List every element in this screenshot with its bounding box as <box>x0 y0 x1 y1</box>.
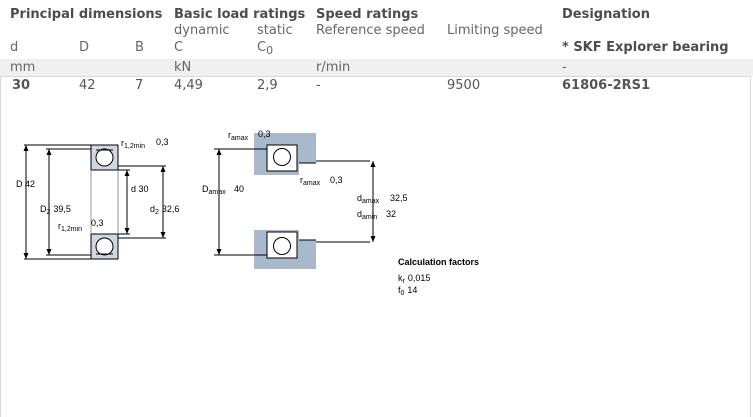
label-r12-top: r1,2min <box>121 138 145 150</box>
value-designation: 61806-2RS1 <box>562 78 651 93</box>
value-r12-bottom: 0,3 <box>91 218 104 228</box>
subheader-dynamic-symbol: C <box>174 40 184 55</box>
value-limiting-speed: 9500 <box>447 78 481 93</box>
label-D2: D2 39,5 <box>40 204 71 216</box>
value-d: 30 <box>12 78 31 93</box>
header-basic-load-ratings: Basic load ratings <box>174 7 306 22</box>
label-r12-bottom: r1,2min <box>58 221 82 233</box>
value-r12-top: 0,3 <box>156 137 169 147</box>
subheader-D: D <box>79 40 90 55</box>
value-C0: 2,9 <box>257 78 278 93</box>
label-damin: damin <box>357 209 377 221</box>
subheader-limiting-speed: Limiting speed <box>447 23 543 38</box>
calc-f0: f0 14 <box>398 285 417 297</box>
arrowheads-2 <box>216 149 376 255</box>
label-ramax-top: ramax <box>228 130 249 142</box>
unit-mm: mm <box>10 60 36 75</box>
value-ramax-mid: 0,3 <box>330 175 343 185</box>
label-d: d 30 <box>131 184 149 194</box>
subheader-dynamic: dynamic <box>174 23 230 38</box>
calc-kr: kr 0,015 <box>398 273 430 285</box>
value-Damax: 40 <box>234 184 244 194</box>
subheader-skf-explorer: * SKF Explorer bearing <box>562 40 729 55</box>
header-speed-ratings: Speed ratings <box>316 7 419 22</box>
value-damin: 32 <box>386 209 396 219</box>
calculation-factors: Calculation factors kr 0,015 f0 14 <box>398 257 479 297</box>
value-ramax-top: 0,3 <box>258 129 271 139</box>
subheader-B: B <box>135 40 144 55</box>
calc-title: Calculation factors <box>398 257 479 267</box>
subheader-d: d <box>10 40 19 55</box>
header-principal-dimensions: Principal dimensions <box>10 7 163 22</box>
value-reference-speed: - <box>316 78 321 93</box>
subheader-reference-speed: Reference speed <box>316 23 425 38</box>
drawing-panel <box>0 76 751 417</box>
header-designation: Designation <box>562 7 650 22</box>
arrowheads-1 <box>23 145 166 259</box>
unit-kn: kN <box>174 60 192 75</box>
unit-rmin: r/min <box>316 60 351 75</box>
label-ramax-mid: ramax <box>300 175 321 187</box>
unit-row <box>0 59 753 76</box>
value-damax: 32,5 <box>390 193 408 203</box>
value-C: 4,49 <box>174 78 203 93</box>
value-D: 42 <box>79 78 96 93</box>
shaft <box>254 175 316 230</box>
mounting-drawing <box>214 133 374 269</box>
unit-dash: - <box>562 60 567 75</box>
subheader-static: static <box>257 23 293 38</box>
label-damax: damax <box>357 193 380 205</box>
subheader-static-symbol: C0 <box>257 40 274 57</box>
label-Damax: Damax <box>202 184 226 196</box>
label-D: D 42 <box>16 179 35 189</box>
value-B: 7 <box>135 78 144 93</box>
bearing-cross-section <box>24 144 166 260</box>
label-d2: d2 32,6 <box>150 204 179 216</box>
